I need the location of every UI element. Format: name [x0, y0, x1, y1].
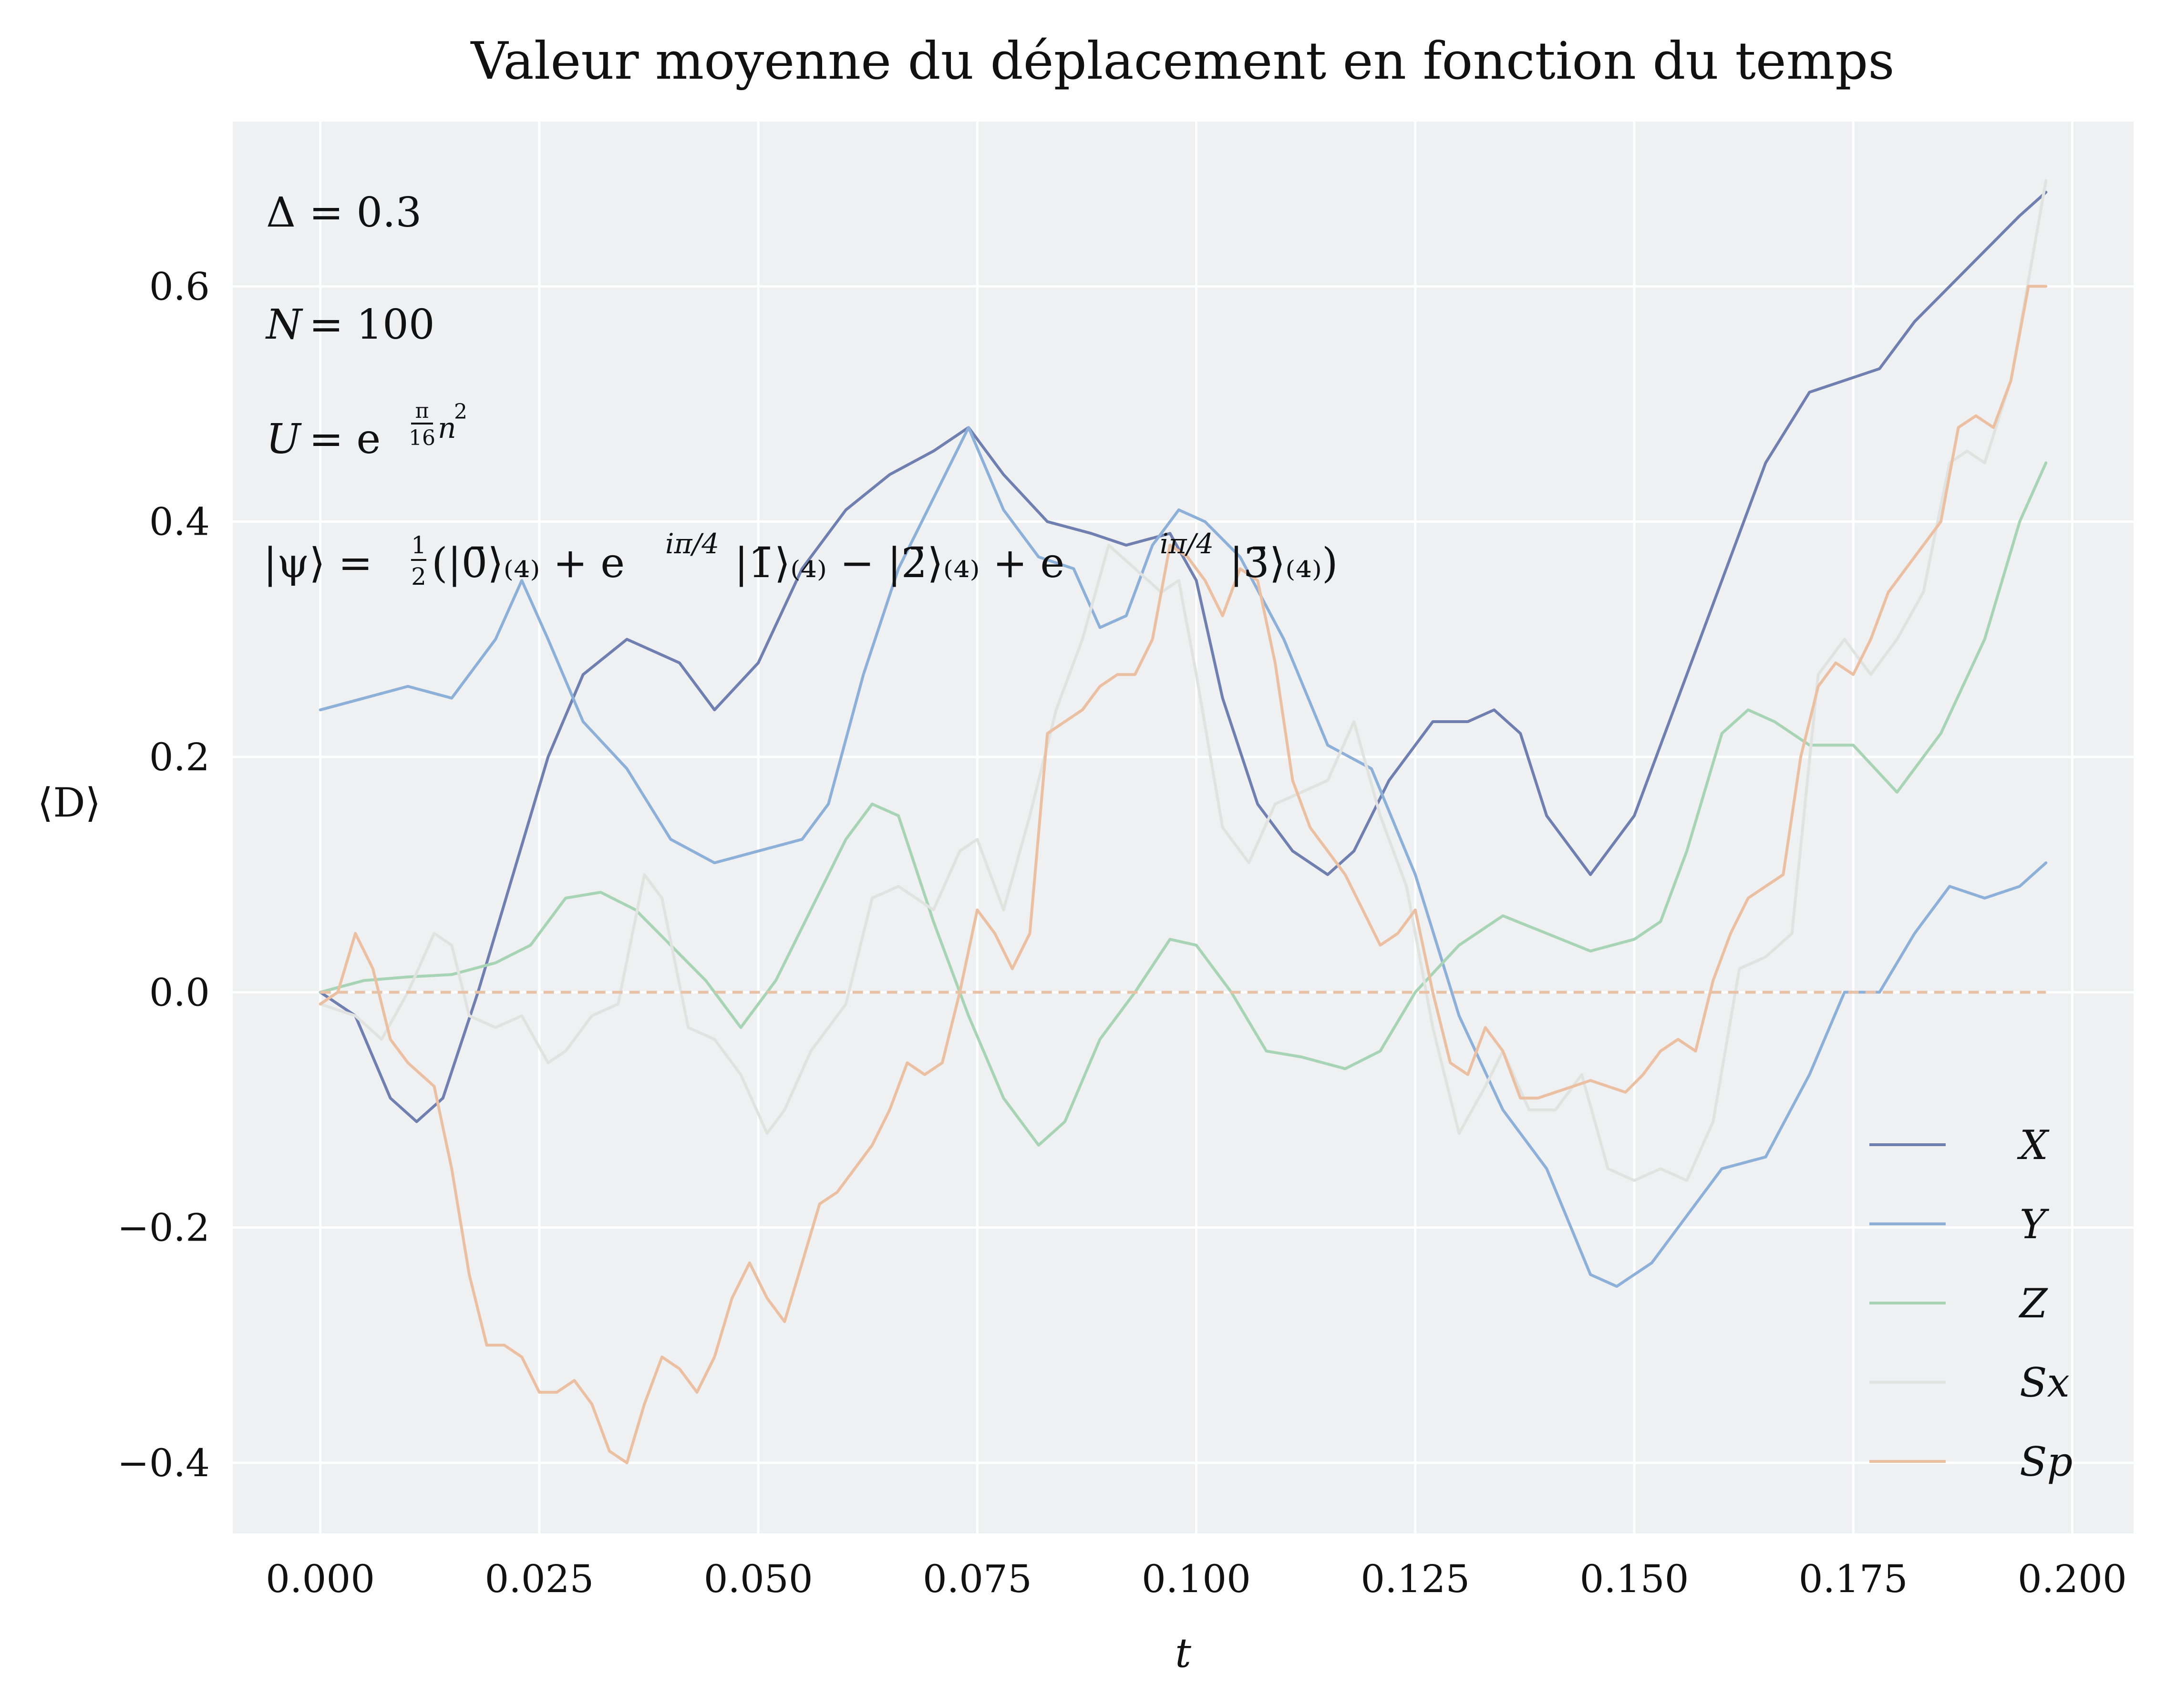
parameter-annotations: Δ = 0.3 N = 100 U = e π 16 n 2 |ψ⟩ = 1 2… — [263, 189, 1338, 590]
chart-title: Valeur moyenne du déplacement en fonctio… — [470, 31, 1894, 91]
annotation-psi-part3: |3̄⟩₍₄₎) — [1229, 539, 1338, 587]
series-lines — [319, 179, 2048, 1464]
series-line-x — [319, 191, 2048, 1123]
y-tick-label: −0.2 — [117, 1206, 210, 1250]
series-line-z — [319, 461, 2048, 1147]
annotation-psi-lhs: |ψ⟩ = — [263, 539, 372, 587]
x-tick-label: 0.025 — [485, 1557, 594, 1601]
y-tick-label: 0.0 — [149, 970, 210, 1014]
legend-item-y: Y — [1869, 1201, 2050, 1248]
y-tick-label: 0.6 — [149, 264, 210, 309]
x-tick-label: 0.050 — [704, 1557, 813, 1601]
series-line-y — [319, 426, 2048, 1288]
legend-item-z: Z — [1869, 1280, 2048, 1327]
x-tick-label: 0.150 — [1579, 1557, 1689, 1601]
legend-label: Sx — [2020, 1359, 2070, 1406]
annotation-psi-half-num: 1 — [411, 531, 426, 559]
plot-area — [233, 122, 2134, 1533]
annotation-n-value: = 100 — [309, 301, 435, 349]
legend-item-sx: Sx — [1869, 1359, 2070, 1406]
annotation-psi-phase2: iπ/4 — [1160, 528, 1214, 560]
legend-item-x: X — [1869, 1122, 2050, 1169]
x-tick-label: 0.000 — [266, 1557, 375, 1601]
x-tick-label: 0.125 — [1361, 1557, 1470, 1601]
legend-label: Z — [2018, 1280, 2048, 1327]
annotation-psi-part1: (|0̄⟩₍₄₎ + e — [432, 539, 625, 587]
y-tick-label: 0.2 — [149, 735, 210, 779]
annotation-u-base: = e — [309, 415, 381, 463]
grid — [233, 122, 2134, 1533]
annotation-u: U = e π 16 n 2 — [266, 399, 467, 463]
annotation-u-exp-square: 2 — [454, 400, 467, 424]
x-ticks: 0.000 0.025 0.050 0.075 0.100 0.125 0.150 0.175… — [266, 1557, 2127, 1601]
x-tick-label: 0.175 — [1799, 1557, 1908, 1601]
x-tick-label: 0.075 — [923, 1557, 1032, 1601]
annotation-u-exp-n: n — [438, 412, 456, 445]
annotation-psi: |ψ⟩ = 1 2 (|0̄⟩₍₄₎ + e iπ/4 |1̄⟩₍₄₎ − |2… — [263, 528, 1338, 590]
annotation-delta-value: = 0.3 — [309, 189, 422, 237]
y-ticks: −0.4 −0.2 0.0 0.2 0.4 0.6 — [117, 264, 210, 1485]
y-axis-label: ⟨D⟩ — [38, 779, 101, 826]
annotation-n: N = 100 — [265, 301, 435, 349]
legend: XYZ Sx Sp — [1869, 1122, 2073, 1485]
annotation-u-exp-num: π — [415, 399, 429, 423]
legend-label: Sp — [2020, 1439, 2073, 1485]
annotation-psi-half-den: 2 — [411, 563, 426, 590]
annotation-u-exp-den: 16 — [409, 426, 435, 450]
legend-label: Y — [2020, 1201, 2050, 1248]
annotation-u-symbol: U — [266, 415, 302, 463]
x-axis-label: t — [1175, 1630, 1191, 1677]
annotation-psi-phase1: iπ/4 — [665, 528, 719, 560]
annotation-delta: Δ = 0.3 — [266, 189, 422, 237]
annotation-psi-part2: |1̄⟩₍₄₎ − |2̄⟩₍₄₎ + e — [734, 539, 1064, 587]
legend-item-sp: Sp — [1869, 1439, 2073, 1485]
annotation-n-symbol: N — [265, 301, 303, 349]
x-tick-label: 0.100 — [1142, 1557, 1251, 1601]
annotation-delta-symbol: Δ — [266, 189, 296, 237]
x-tick-label: 0.200 — [2018, 1557, 2127, 1601]
y-tick-label: −0.4 — [117, 1441, 210, 1485]
y-tick-label: 0.4 — [149, 500, 210, 544]
series-line-sx — [319, 179, 2048, 1182]
legend-label: X — [2017, 1122, 2050, 1169]
series-line-sp — [319, 285, 2048, 1464]
